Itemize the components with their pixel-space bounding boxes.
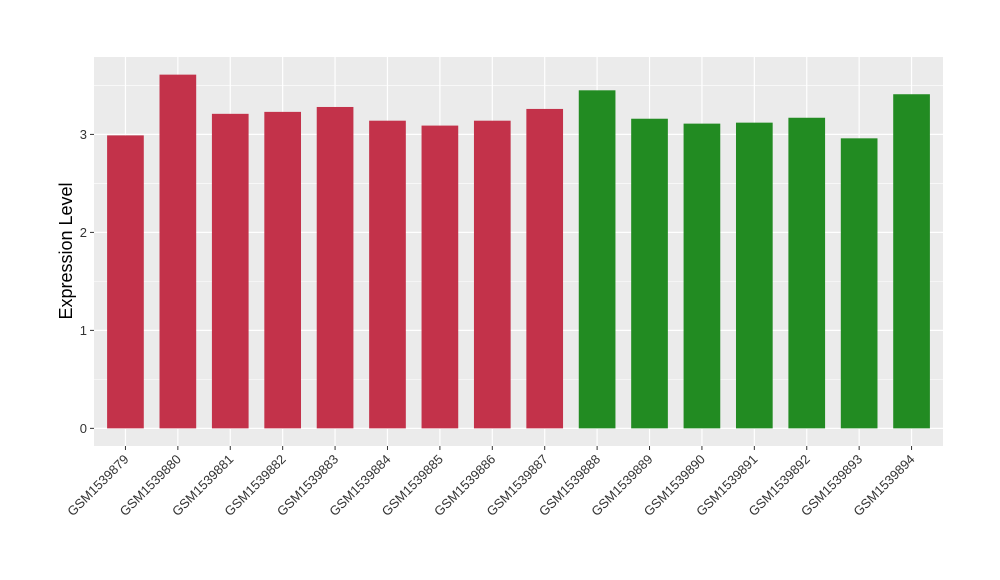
bar-GSM1539891	[735, 122, 773, 429]
bar-GSM1539885	[421, 125, 459, 429]
bar-GSM1539890	[683, 123, 721, 429]
bar-GSM1539880	[159, 74, 197, 429]
y-tick-label: 2	[80, 225, 87, 240]
bar-GSM1539882	[264, 111, 302, 429]
bars	[107, 74, 930, 429]
y-axis: 0 1 2 3	[80, 127, 94, 436]
bar-GSM1539887	[526, 108, 564, 429]
bar-GSM1539889	[631, 118, 668, 429]
bar-GSM1539884	[369, 120, 406, 429]
x-axis: GSM1539879GSM1539880GSM1539881GSM1539882…	[64, 446, 918, 519]
bar-GSM1539879	[107, 135, 144, 429]
y-axis-label: Expression Level	[56, 182, 76, 319]
bar-GSM1539892	[788, 117, 826, 429]
bar-GSM1539888	[578, 90, 616, 429]
y-tick-label: 0	[80, 421, 87, 436]
bar-GSM1539886	[473, 120, 511, 429]
bar-GSM1539894	[893, 94, 930, 429]
y-tick-label: 1	[80, 323, 87, 338]
y-tick-label: 3	[80, 127, 87, 142]
bar-GSM1539881	[211, 113, 249, 429]
bar-GSM1539893	[840, 138, 878, 429]
bar-GSM1539883	[316, 106, 354, 429]
